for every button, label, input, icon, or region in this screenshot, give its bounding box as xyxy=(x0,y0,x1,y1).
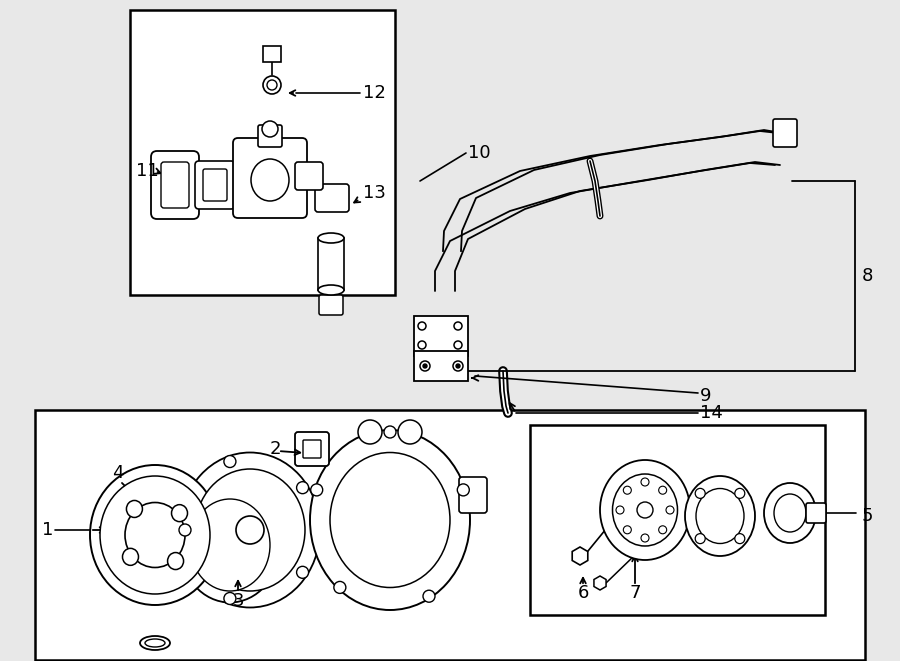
Circle shape xyxy=(659,486,667,494)
Circle shape xyxy=(666,506,674,514)
Circle shape xyxy=(418,341,426,349)
Circle shape xyxy=(384,426,396,438)
Ellipse shape xyxy=(318,233,344,243)
Circle shape xyxy=(334,582,346,594)
Circle shape xyxy=(454,341,462,349)
FancyBboxPatch shape xyxy=(151,151,199,219)
FancyBboxPatch shape xyxy=(315,184,349,212)
FancyBboxPatch shape xyxy=(773,119,797,147)
FancyBboxPatch shape xyxy=(195,161,235,209)
FancyBboxPatch shape xyxy=(319,295,343,315)
Ellipse shape xyxy=(613,474,678,546)
Ellipse shape xyxy=(126,500,142,518)
Text: 4: 4 xyxy=(112,464,124,482)
Ellipse shape xyxy=(685,476,755,556)
Text: 8: 8 xyxy=(862,267,873,285)
Circle shape xyxy=(453,361,463,371)
Circle shape xyxy=(641,478,649,486)
FancyBboxPatch shape xyxy=(233,138,307,218)
Circle shape xyxy=(454,322,462,330)
Text: 1: 1 xyxy=(42,521,53,539)
Circle shape xyxy=(457,484,469,496)
Ellipse shape xyxy=(125,502,185,568)
FancyBboxPatch shape xyxy=(806,503,826,523)
Ellipse shape xyxy=(180,488,280,602)
Circle shape xyxy=(179,524,191,536)
Circle shape xyxy=(267,80,277,90)
Ellipse shape xyxy=(140,636,170,650)
Circle shape xyxy=(310,484,323,496)
Ellipse shape xyxy=(100,476,210,594)
Circle shape xyxy=(263,76,281,94)
Ellipse shape xyxy=(318,285,344,295)
Circle shape xyxy=(624,525,631,534)
Circle shape xyxy=(734,533,745,543)
Circle shape xyxy=(695,533,706,543)
Text: 9: 9 xyxy=(700,387,712,405)
FancyBboxPatch shape xyxy=(258,125,282,147)
Ellipse shape xyxy=(774,494,806,532)
Text: 11: 11 xyxy=(136,162,158,180)
Ellipse shape xyxy=(600,460,690,560)
FancyBboxPatch shape xyxy=(414,316,468,356)
Text: 6: 6 xyxy=(577,584,589,602)
Circle shape xyxy=(297,566,309,578)
Text: 7: 7 xyxy=(629,584,641,602)
Text: 12: 12 xyxy=(363,84,386,102)
Ellipse shape xyxy=(167,553,184,570)
Circle shape xyxy=(659,525,667,534)
Circle shape xyxy=(297,482,309,494)
FancyBboxPatch shape xyxy=(295,432,329,466)
Circle shape xyxy=(236,516,264,544)
Circle shape xyxy=(224,592,236,604)
Ellipse shape xyxy=(145,639,165,647)
Circle shape xyxy=(358,420,382,444)
Ellipse shape xyxy=(90,465,220,605)
FancyBboxPatch shape xyxy=(35,410,865,660)
FancyBboxPatch shape xyxy=(459,477,487,513)
Ellipse shape xyxy=(190,499,270,591)
Circle shape xyxy=(418,322,426,330)
Circle shape xyxy=(398,420,422,444)
FancyBboxPatch shape xyxy=(295,162,323,190)
Circle shape xyxy=(262,121,278,137)
FancyBboxPatch shape xyxy=(263,46,281,62)
Ellipse shape xyxy=(696,488,744,543)
FancyBboxPatch shape xyxy=(318,238,344,290)
Text: 3: 3 xyxy=(232,592,244,610)
Circle shape xyxy=(641,534,649,542)
Ellipse shape xyxy=(180,453,320,607)
Ellipse shape xyxy=(195,469,305,591)
Circle shape xyxy=(616,506,624,514)
Circle shape xyxy=(624,486,631,494)
Ellipse shape xyxy=(251,159,289,201)
Circle shape xyxy=(224,455,236,467)
Text: 10: 10 xyxy=(468,144,490,162)
Ellipse shape xyxy=(764,483,816,543)
FancyBboxPatch shape xyxy=(130,10,395,295)
FancyBboxPatch shape xyxy=(203,169,227,201)
Text: 2: 2 xyxy=(270,440,282,458)
Text: 5: 5 xyxy=(862,507,874,525)
Circle shape xyxy=(695,488,706,498)
Ellipse shape xyxy=(172,504,187,522)
FancyBboxPatch shape xyxy=(414,351,468,381)
Circle shape xyxy=(734,488,745,498)
Text: 14: 14 xyxy=(700,404,723,422)
FancyBboxPatch shape xyxy=(303,440,321,458)
Ellipse shape xyxy=(310,430,470,610)
Circle shape xyxy=(423,364,427,368)
FancyBboxPatch shape xyxy=(161,162,189,208)
Ellipse shape xyxy=(122,549,139,565)
FancyBboxPatch shape xyxy=(530,425,825,615)
Circle shape xyxy=(637,502,653,518)
Text: 13: 13 xyxy=(363,184,386,202)
Polygon shape xyxy=(594,576,606,590)
Ellipse shape xyxy=(330,453,450,588)
Polygon shape xyxy=(572,547,588,565)
Circle shape xyxy=(456,364,460,368)
Circle shape xyxy=(423,590,435,602)
Circle shape xyxy=(420,361,430,371)
